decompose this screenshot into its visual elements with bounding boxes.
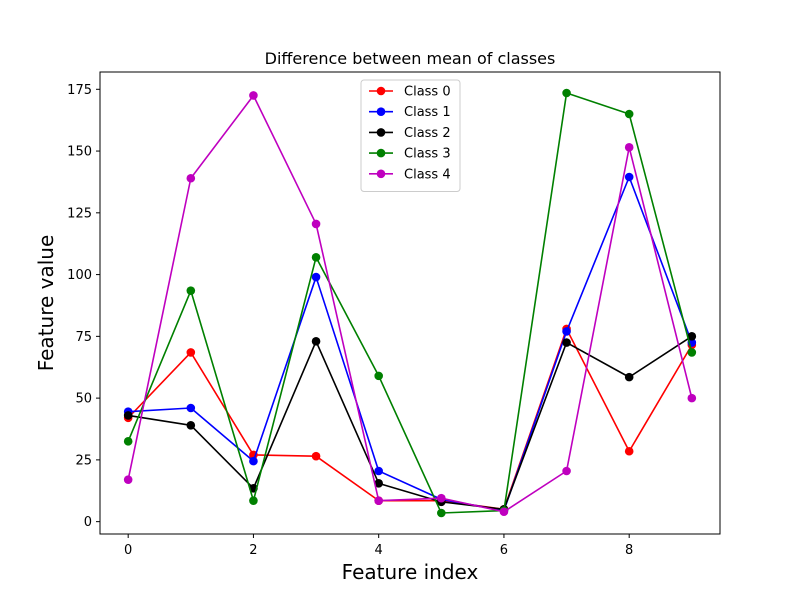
data-point-2-7	[562, 338, 571, 347]
legend-label-4: Class 4	[404, 167, 451, 182]
data-point-3-8	[624, 109, 634, 119]
data-point-3-2	[249, 496, 258, 505]
data-point-4-3	[311, 219, 321, 229]
x-tick-label-8: 8	[625, 543, 633, 558]
data-point-4-1	[186, 173, 196, 183]
y-tick-label-75: 75	[75, 330, 92, 345]
data-point-2-9	[687, 332, 697, 341]
series-line-3	[127, 92, 693, 514]
data-point-3-7	[562, 88, 571, 98]
data-point-3-4	[374, 371, 383, 381]
chart-title: Difference between mean of classes	[265, 49, 556, 68]
series-line-4	[127, 94, 693, 513]
legend-marker-0	[376, 86, 386, 96]
y-tick-label-100: 100	[67, 268, 92, 283]
legend-box	[360, 79, 461, 192]
data-point-4-5	[437, 493, 446, 503]
x-tick-label-2: 2	[249, 543, 257, 558]
data-point-2-3	[311, 336, 321, 346]
x-tick-label-6: 6	[500, 543, 508, 558]
y-tick-label-0: 0	[84, 515, 92, 530]
series-line-0	[127, 328, 693, 511]
series-layer	[123, 88, 697, 518]
y-tick-label-150: 150	[67, 145, 92, 160]
data-point-4-8	[624, 143, 634, 152]
y-tick-label-25: 25	[75, 453, 92, 468]
legend-item-4: Class 4	[369, 167, 451, 182]
data-point-4-0	[123, 475, 133, 484]
y-tick-label-50: 50	[75, 392, 92, 407]
data-point-4-9	[687, 393, 697, 403]
legend-marker-1	[376, 107, 386, 116]
legend-item-0: Class 0	[369, 85, 451, 100]
data-point-1-1	[186, 403, 196, 413]
data-point-0-1	[186, 348, 196, 357]
axes: 0 2 4 6 8 0 25 50 75 100 125 150 175	[67, 71, 721, 558]
x-axis-title: Feature index	[342, 560, 479, 584]
data-point-1-4	[374, 466, 383, 476]
data-point-0-8	[624, 446, 634, 456]
data-point-3-0	[123, 437, 133, 446]
legend-item-3: Class 3	[369, 147, 451, 162]
data-point-2-0	[123, 411, 133, 420]
data-point-1-2	[249, 456, 258, 466]
legend-label-3: Class 3	[404, 147, 451, 162]
data-point-2-1	[186, 420, 196, 430]
x-tick-label-0: 0	[124, 543, 132, 558]
data-point-4-7	[562, 466, 571, 476]
legend-marker-2	[376, 128, 386, 137]
data-point-2-4	[374, 479, 383, 488]
y-axis-title: Feature value	[34, 235, 58, 372]
data-point-0-3	[311, 451, 321, 461]
legend-marker-4	[376, 169, 386, 179]
data-point-3-5	[437, 508, 446, 518]
series-line-1	[128, 176, 693, 512]
data-point-1-7	[562, 327, 571, 336]
legend-label-0: Class 0	[404, 85, 451, 100]
data-point-1-3	[311, 272, 321, 282]
plot-border	[99, 71, 721, 535]
data-point-3-9	[687, 348, 697, 357]
data-point-4-4	[374, 496, 383, 505]
data-point-4-2	[249, 91, 258, 100]
legend: Class 0 Class 1 Class 2 Class 3 Class 4	[360, 79, 461, 192]
y-tick-label-125: 125	[67, 206, 92, 221]
series-line-2	[128, 335, 693, 511]
legend-label-1: Class 1	[404, 105, 451, 120]
x-tick-label-4: 4	[375, 543, 383, 558]
data-point-1-8	[624, 172, 634, 182]
legend-item-1: Class 1	[369, 105, 451, 120]
legend-label-2: Class 2	[404, 126, 451, 141]
series-4	[123, 91, 697, 517]
data-point-2-8	[624, 372, 634, 382]
y-tick-label-175: 175	[67, 83, 92, 98]
data-point-3-1	[186, 286, 196, 295]
legend-marker-3	[376, 148, 386, 158]
data-point-3-3	[311, 252, 321, 262]
legend-item-2: Class 2	[369, 126, 451, 141]
data-point-4-6	[499, 507, 509, 517]
